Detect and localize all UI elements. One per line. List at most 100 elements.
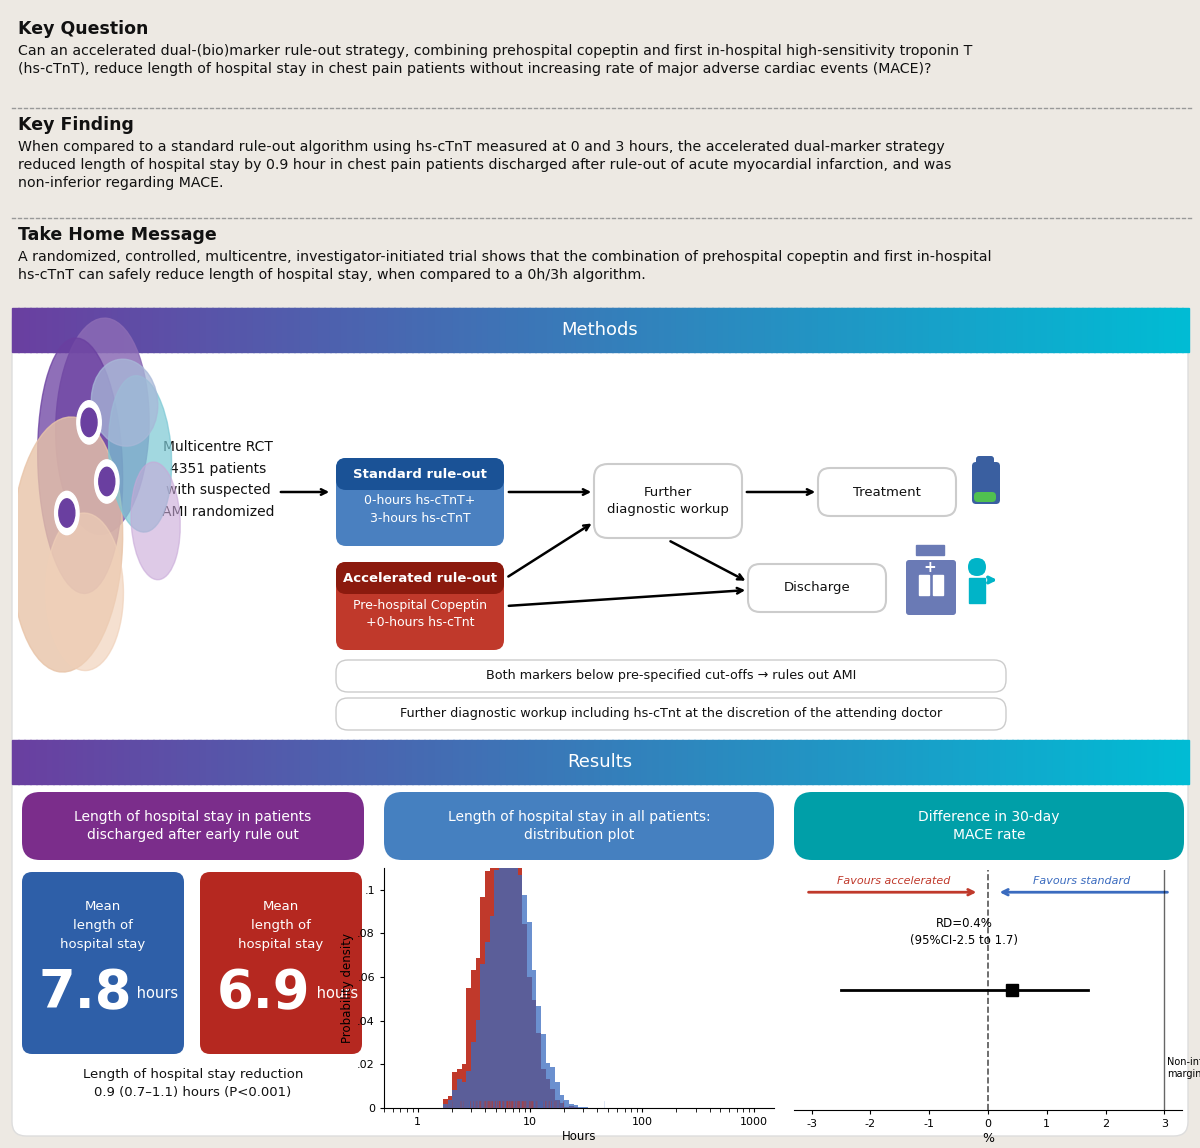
Bar [1000, 308, 1007, 352]
Bar [522, 924, 527, 1108]
Bar [475, 1019, 480, 1108]
Bar [641, 308, 648, 352]
Bar [569, 1104, 574, 1108]
X-axis label: %: % [982, 1132, 994, 1145]
Bar [794, 308, 800, 352]
Circle shape [59, 499, 74, 527]
Text: Take Home Message: Take Home Message [18, 226, 217, 245]
Bar [959, 308, 966, 352]
Bar [588, 308, 595, 352]
Bar [154, 740, 160, 784]
Bar [600, 740, 607, 784]
Bar [443, 1103, 448, 1108]
Bar [377, 308, 384, 352]
Bar [606, 308, 613, 352]
Text: Methods: Methods [562, 321, 638, 339]
Bar [553, 740, 560, 784]
Bar [1046, 740, 1054, 784]
Bar [430, 740, 437, 784]
Bar [788, 740, 796, 784]
Bar [935, 740, 942, 784]
Text: Accelerated rule-out: Accelerated rule-out [343, 572, 497, 584]
Bar [576, 740, 583, 784]
Bar [1182, 308, 1189, 352]
Bar [535, 308, 542, 352]
Bar [1042, 308, 1048, 352]
Bar [522, 895, 527, 1108]
Text: Treatment: Treatment [853, 486, 920, 498]
Bar [1170, 740, 1177, 784]
Bar [200, 308, 208, 352]
Bar [101, 740, 107, 784]
Bar [353, 740, 360, 784]
Bar [983, 308, 989, 352]
Bar [36, 308, 42, 352]
FancyBboxPatch shape [748, 564, 886, 612]
Bar [564, 1101, 569, 1108]
Ellipse shape [131, 461, 180, 580]
Bar [527, 977, 532, 1108]
Bar [200, 740, 208, 784]
Bar [694, 308, 701, 352]
Bar [318, 308, 325, 352]
Bar [894, 308, 901, 352]
Bar [612, 740, 619, 784]
Bar [154, 308, 160, 352]
Bar [671, 308, 678, 352]
Bar [448, 1100, 452, 1108]
Bar [347, 308, 354, 352]
Bar [746, 308, 754, 352]
Bar [1099, 740, 1106, 784]
Bar [485, 943, 490, 1108]
Bar [467, 987, 470, 1108]
Text: Length of hospital stay in patients
discharged after early rule out: Length of hospital stay in patients disc… [74, 809, 312, 843]
Bar [206, 308, 212, 352]
Bar [499, 773, 504, 1108]
Bar [882, 308, 889, 352]
Bar [752, 740, 760, 784]
Bar [529, 740, 536, 784]
Bar [551, 1089, 554, 1108]
Bar [888, 308, 895, 352]
Bar [554, 1083, 559, 1108]
Bar [475, 957, 480, 1108]
FancyBboxPatch shape [336, 698, 1006, 730]
Bar [452, 1072, 457, 1108]
Bar [142, 740, 149, 784]
Bar [341, 308, 348, 352]
Bar [523, 308, 530, 352]
Bar [312, 740, 319, 784]
Bar [1135, 740, 1142, 784]
Bar [462, 1081, 467, 1108]
X-axis label: Hours: Hours [562, 1130, 596, 1142]
Bar [442, 740, 448, 784]
Bar [176, 740, 184, 784]
Bar [24, 308, 31, 352]
Bar [18, 740, 25, 784]
Bar [724, 308, 731, 352]
Bar [988, 308, 995, 352]
Bar [1070, 740, 1078, 784]
Bar [888, 740, 895, 784]
Bar [971, 308, 977, 352]
Bar [300, 308, 307, 352]
Bar [535, 740, 542, 784]
Bar [1141, 740, 1148, 784]
Bar [876, 308, 883, 352]
Bar [1094, 740, 1100, 784]
Bar [1176, 740, 1183, 784]
Bar [458, 308, 466, 352]
FancyBboxPatch shape [972, 461, 1000, 504]
Bar [829, 308, 836, 352]
Bar [647, 740, 654, 784]
Bar [683, 308, 689, 352]
Bar [158, 308, 166, 352]
Bar [718, 308, 725, 352]
Bar [635, 308, 642, 352]
Bar [546, 1063, 551, 1108]
Bar [324, 308, 330, 352]
Bar [965, 740, 972, 784]
Bar [823, 740, 830, 784]
Bar [565, 740, 571, 784]
Ellipse shape [37, 338, 122, 594]
